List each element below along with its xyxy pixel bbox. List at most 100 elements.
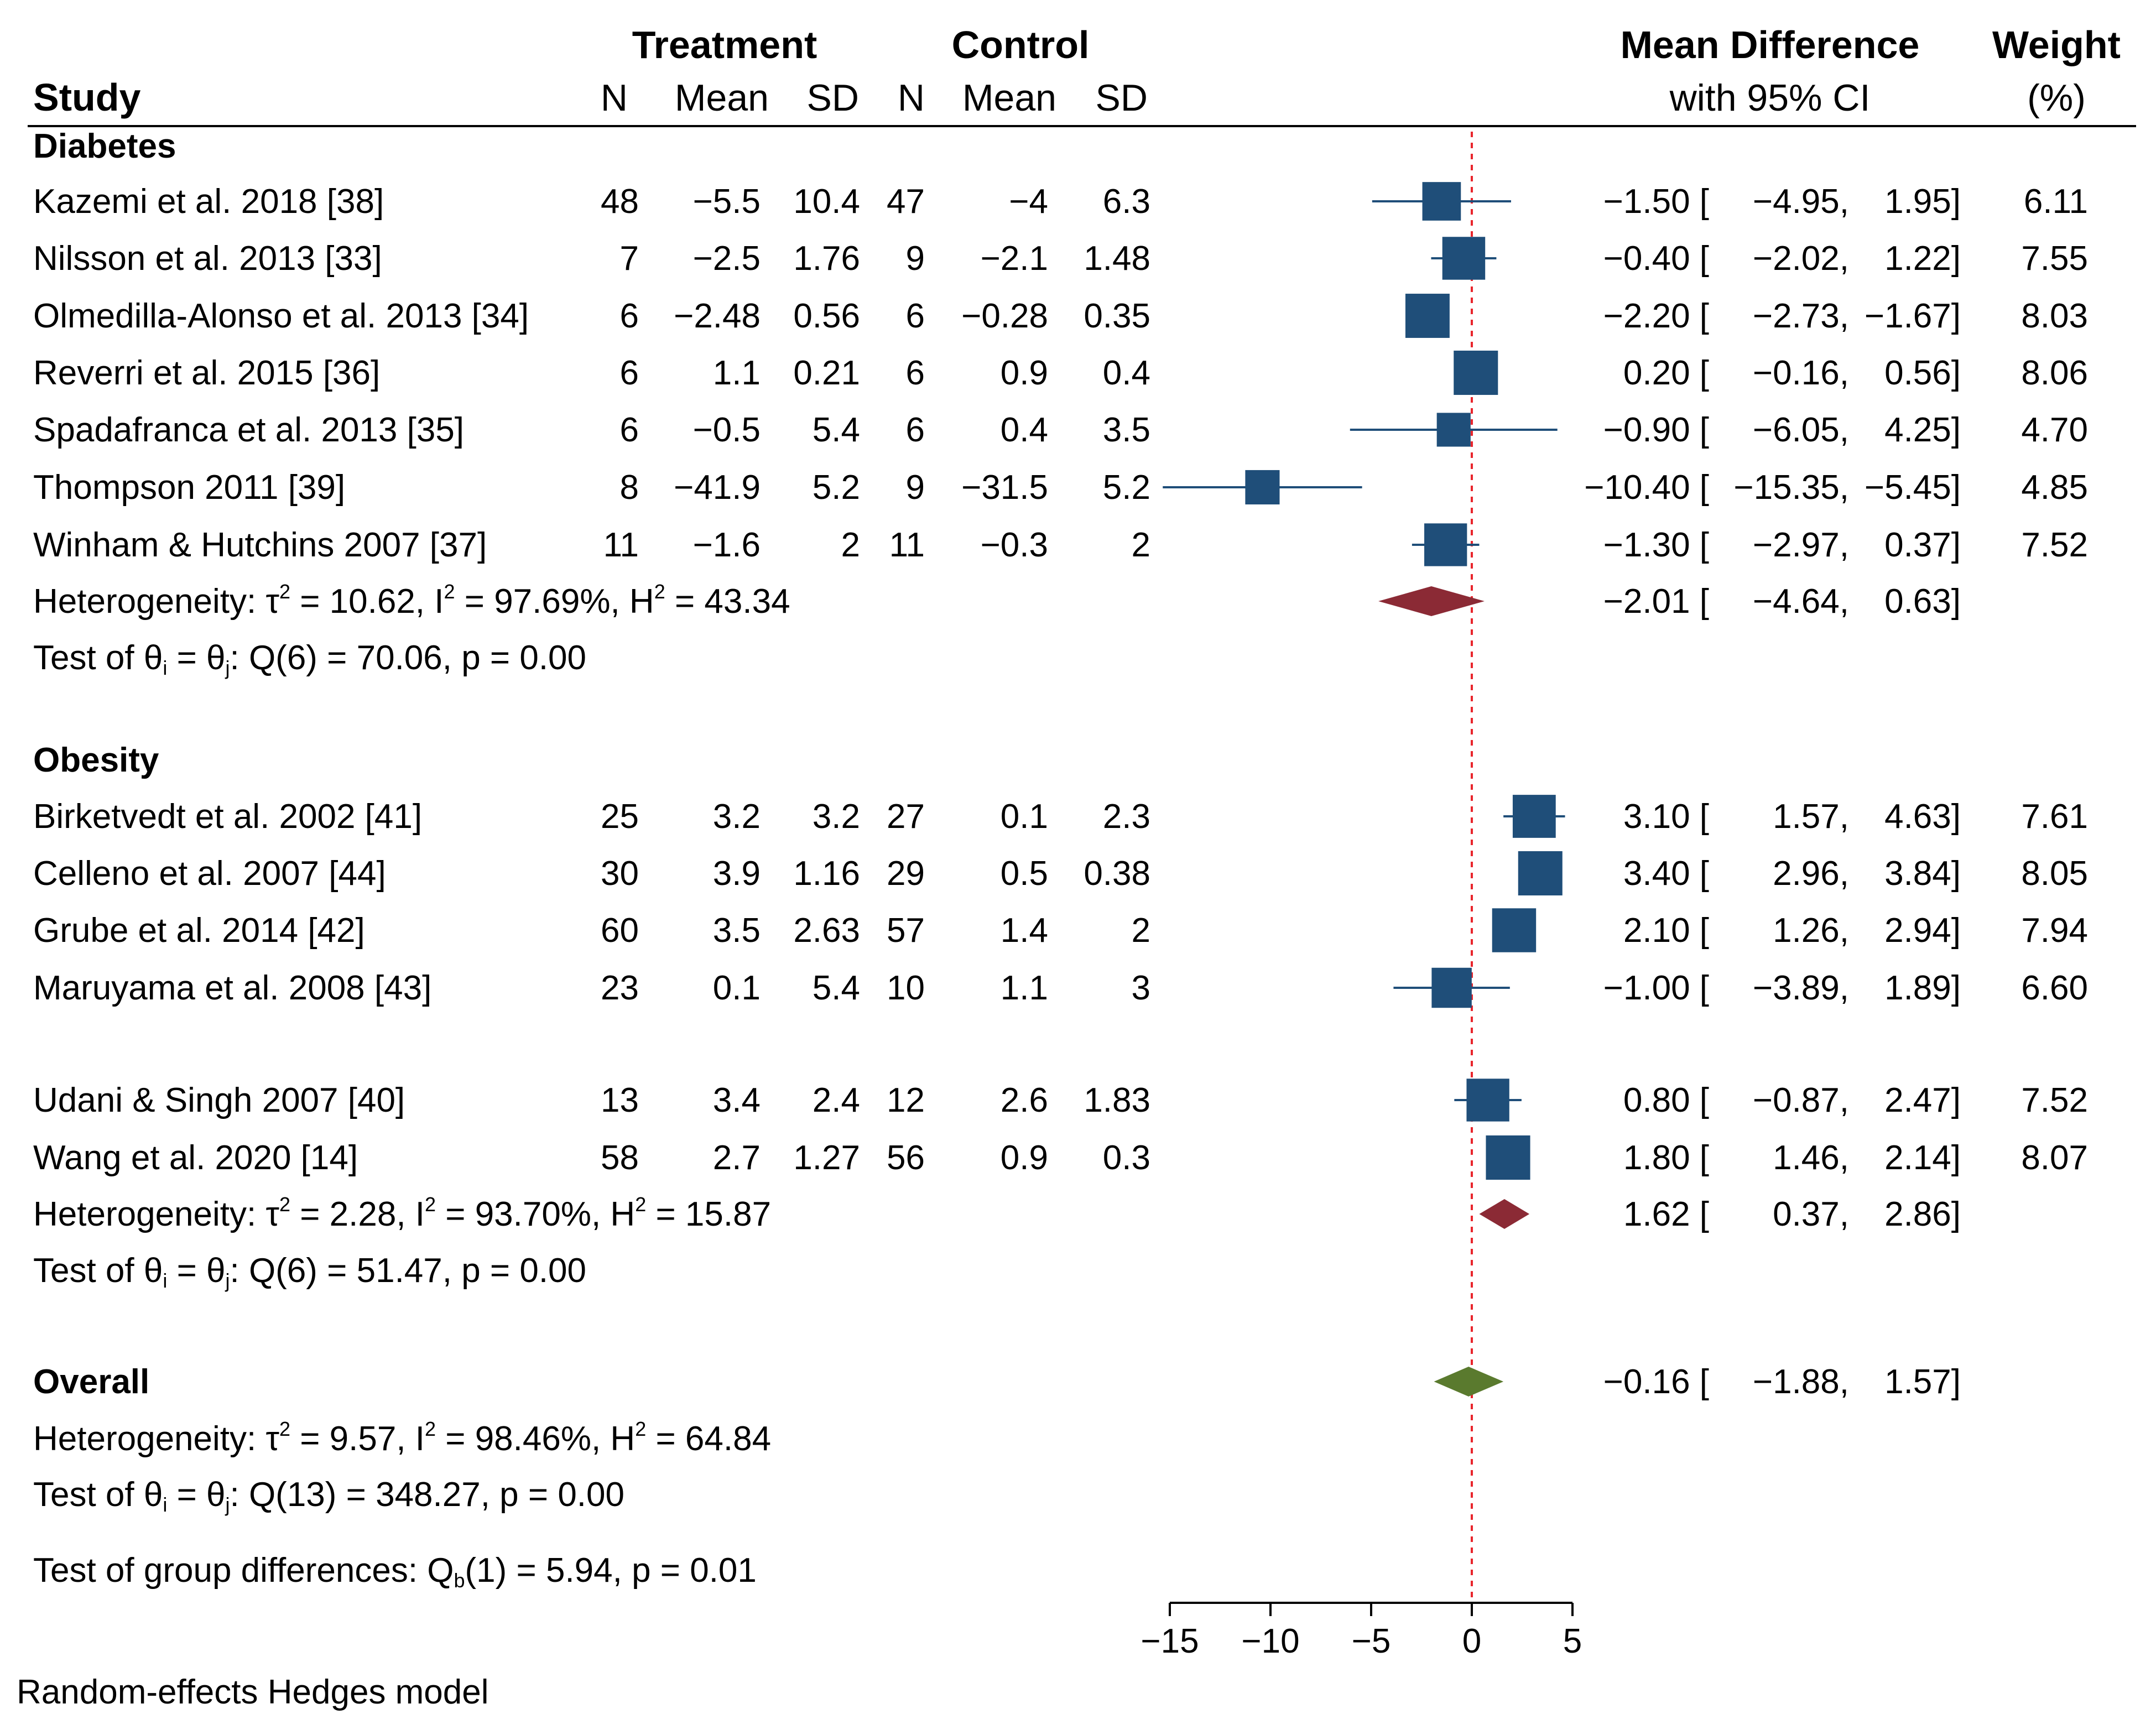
treatment-mean-header: Mean [675,77,769,119]
control-mean: 0.4 [1001,411,1048,449]
ci-header: with 95% CI [1669,77,1871,119]
treatment-mean: −41.9 [674,468,761,507]
treatment-n: 58 [601,1139,639,1177]
control-sd: 5.2 [1103,468,1150,507]
test-prefix: Test of θ [33,1476,163,1514]
test-sub-i: i [163,1269,167,1292]
ci-upper: 0.63] [1884,582,1961,621]
treatment-n: 13 [601,1081,639,1119]
treatment-n: 23 [601,969,639,1007]
ci-upper: 2.47] [1884,1081,1961,1119]
weight-value: 7.55 [2021,239,2088,278]
treatment-mean: −2.48 [674,297,761,335]
ci-lower: 1.26, [1773,911,1849,950]
control-n: 11 [889,526,925,564]
treatment-n: 25 [601,798,639,836]
md-value: −0.40 [ [1603,239,1709,278]
test-sub-j: j [225,1269,230,1292]
control-sd: 2 [1132,911,1150,950]
ci-lower: −15.35, [1733,468,1849,507]
treatment-mean: −1.6 [693,526,761,564]
md-value: −0.90 [ [1603,411,1709,449]
control-n: 9 [906,239,925,278]
control-mean: 1.1 [1001,969,1048,1007]
het-i2: = 98.46%, H [436,1420,635,1458]
study-name: Spadafranca et al. 2013 [35] [33,411,464,449]
ci-lower: 2.96, [1773,855,1849,893]
control-sd: 0.38 [1084,855,1150,893]
control-sd: 2 [1132,526,1150,564]
het-sup: 2 [444,580,455,603]
treatment-mean: 0.1 [713,969,761,1007]
study-name: Nilsson et al. 2013 [33] [33,239,382,278]
effect-marker [1492,908,1537,952]
md-value: −2.20 [ [1603,297,1709,335]
ci-upper: 1.22] [1884,239,1961,278]
het-i2: = 97.69%, H [455,582,654,621]
test-sub-j: j [225,1493,230,1516]
weight-value: 8.05 [2021,855,2088,893]
md-value: −0.16 [ [1603,1363,1709,1401]
md-value: 0.20 [ [1623,354,1709,392]
test-sub-i: i [163,657,167,679]
treatment-mean: 1.1 [713,354,761,392]
overall-diamond [1434,1367,1504,1397]
effect-marker [1442,237,1486,280]
control-n: 57 [887,911,925,950]
ci-lower: 1.46, [1773,1139,1849,1177]
het-sup: 2 [279,1418,290,1440]
control-sd-header: SD [1096,77,1148,119]
control-n: 29 [887,855,925,893]
study-header: Study [33,76,141,119]
study-name: Olmedilla-Alonso et al. 2013 [34] [33,297,529,335]
test-line: Test of θi = θj: Q(6) = 70.06, p = 0.00 [33,639,586,679]
control-sd: 0.35 [1084,297,1150,335]
treatment-mean: −0.5 [693,411,761,449]
md-value: −2.01 [ [1603,582,1709,621]
forest-rows: Diabetes Kazemi et al. 2018 [38] 48 −5.5 10.… [33,127,2088,1592]
study-name: Celleno et al. 2007 [44] [33,855,386,893]
het-tau2: = 9.57, I [290,1420,425,1458]
ci-lower: −0.87, [1753,1081,1849,1119]
control-mean: 0.5 [1001,855,1048,893]
md-value: 0.80 [ [1623,1081,1709,1119]
ci-lower: −2.73, [1753,297,1849,335]
weight-value: 7.61 [2021,798,2088,836]
study-name: Birketvedt et al. 2002 [41] [33,798,422,836]
test-suffix: : Q(6) = 51.47, p = 0.00 [230,1252,587,1290]
control-n: 6 [906,354,925,392]
het-tau2: = 2.28, I [290,1195,425,1233]
het-h2: = 15.87 [646,1195,771,1233]
mean-difference-header: Mean Difference [1621,23,1920,66]
treatment-mean: −2.5 [693,239,761,278]
x-tick-label: −5 [1352,1622,1391,1660]
study-name: Grube et al. 2014 [42] [33,911,365,950]
model-note: Random-effects Hedges model [17,1673,489,1711]
control-sd: 3 [1132,969,1150,1007]
treatment-sd: 2 [841,526,860,564]
treatment-sd: 1.27 [793,1139,860,1177]
control-n: 9 [906,468,925,507]
treatment-n: 7 [620,239,639,278]
treatment-mean: 3.9 [713,855,761,893]
control-mean: 0.9 [1001,354,1048,392]
het-tau2: = 10.62, I [290,582,444,621]
treatment-n: 8 [620,468,639,507]
control-sd: 0.4 [1103,354,1150,392]
md-value: 3.40 [ [1623,855,1709,893]
ci-upper: 2.94] [1884,911,1961,950]
md-value: −1.50 [ [1603,183,1709,221]
effect-marker [1454,350,1498,395]
x-tick-label: 0 [1462,1622,1481,1660]
ci-upper: −5.45] [1865,468,1961,507]
treatment-mean: 2.7 [713,1139,761,1177]
md-value: 1.80 [ [1623,1139,1709,1177]
weight-unit-header: (%) [2027,77,2086,119]
het-sup: 2 [425,1418,436,1440]
treatment-sd: 1.16 [793,855,860,893]
effect-marker [1466,1078,1509,1122]
treatment-sd: 5.4 [813,969,860,1007]
treatment-sd: 2.4 [813,1081,860,1119]
study-name: Reverri et al. 2015 [36] [33,354,380,392]
